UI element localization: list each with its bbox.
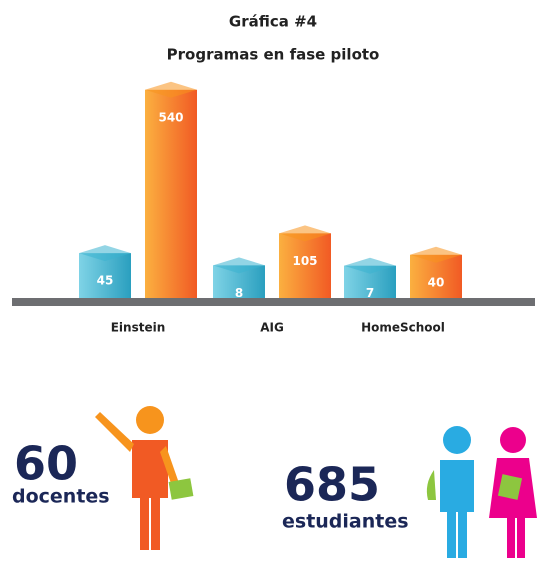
bar-top [410, 246, 462, 263]
summary-label: docentes [12, 486, 110, 508]
x-tick-label: Einstein [111, 321, 166, 335]
value-label: 40 [428, 275, 445, 289]
bar [145, 89, 197, 298]
bars: 45 540 8 105 7 40 [79, 81, 462, 300]
summary-value: 685 [284, 458, 380, 512]
students-icon [426, 426, 537, 558]
bar-top [279, 225, 331, 242]
value-label: 45 [97, 274, 114, 288]
chart-title: Gráfica #4 [229, 13, 317, 31]
x-tick-label: HomeSchool [361, 321, 445, 335]
bar [279, 233, 331, 298]
teacher-icon [95, 406, 194, 550]
summary-value: 60 [14, 437, 78, 491]
value-label: 7 [366, 286, 374, 300]
bar-top [213, 257, 265, 274]
bar-top [79, 245, 131, 262]
baseline [12, 298, 535, 306]
value-label: 8 [235, 286, 243, 300]
x-tick-label: AIG [260, 321, 284, 335]
value-label: 105 [292, 254, 317, 268]
bar-top [344, 257, 396, 274]
chart-subtitle: Programas en fase piloto [167, 46, 380, 64]
bar-top [145, 81, 197, 98]
summary-label: estudiantes [282, 511, 409, 533]
value-label: 540 [158, 110, 183, 124]
